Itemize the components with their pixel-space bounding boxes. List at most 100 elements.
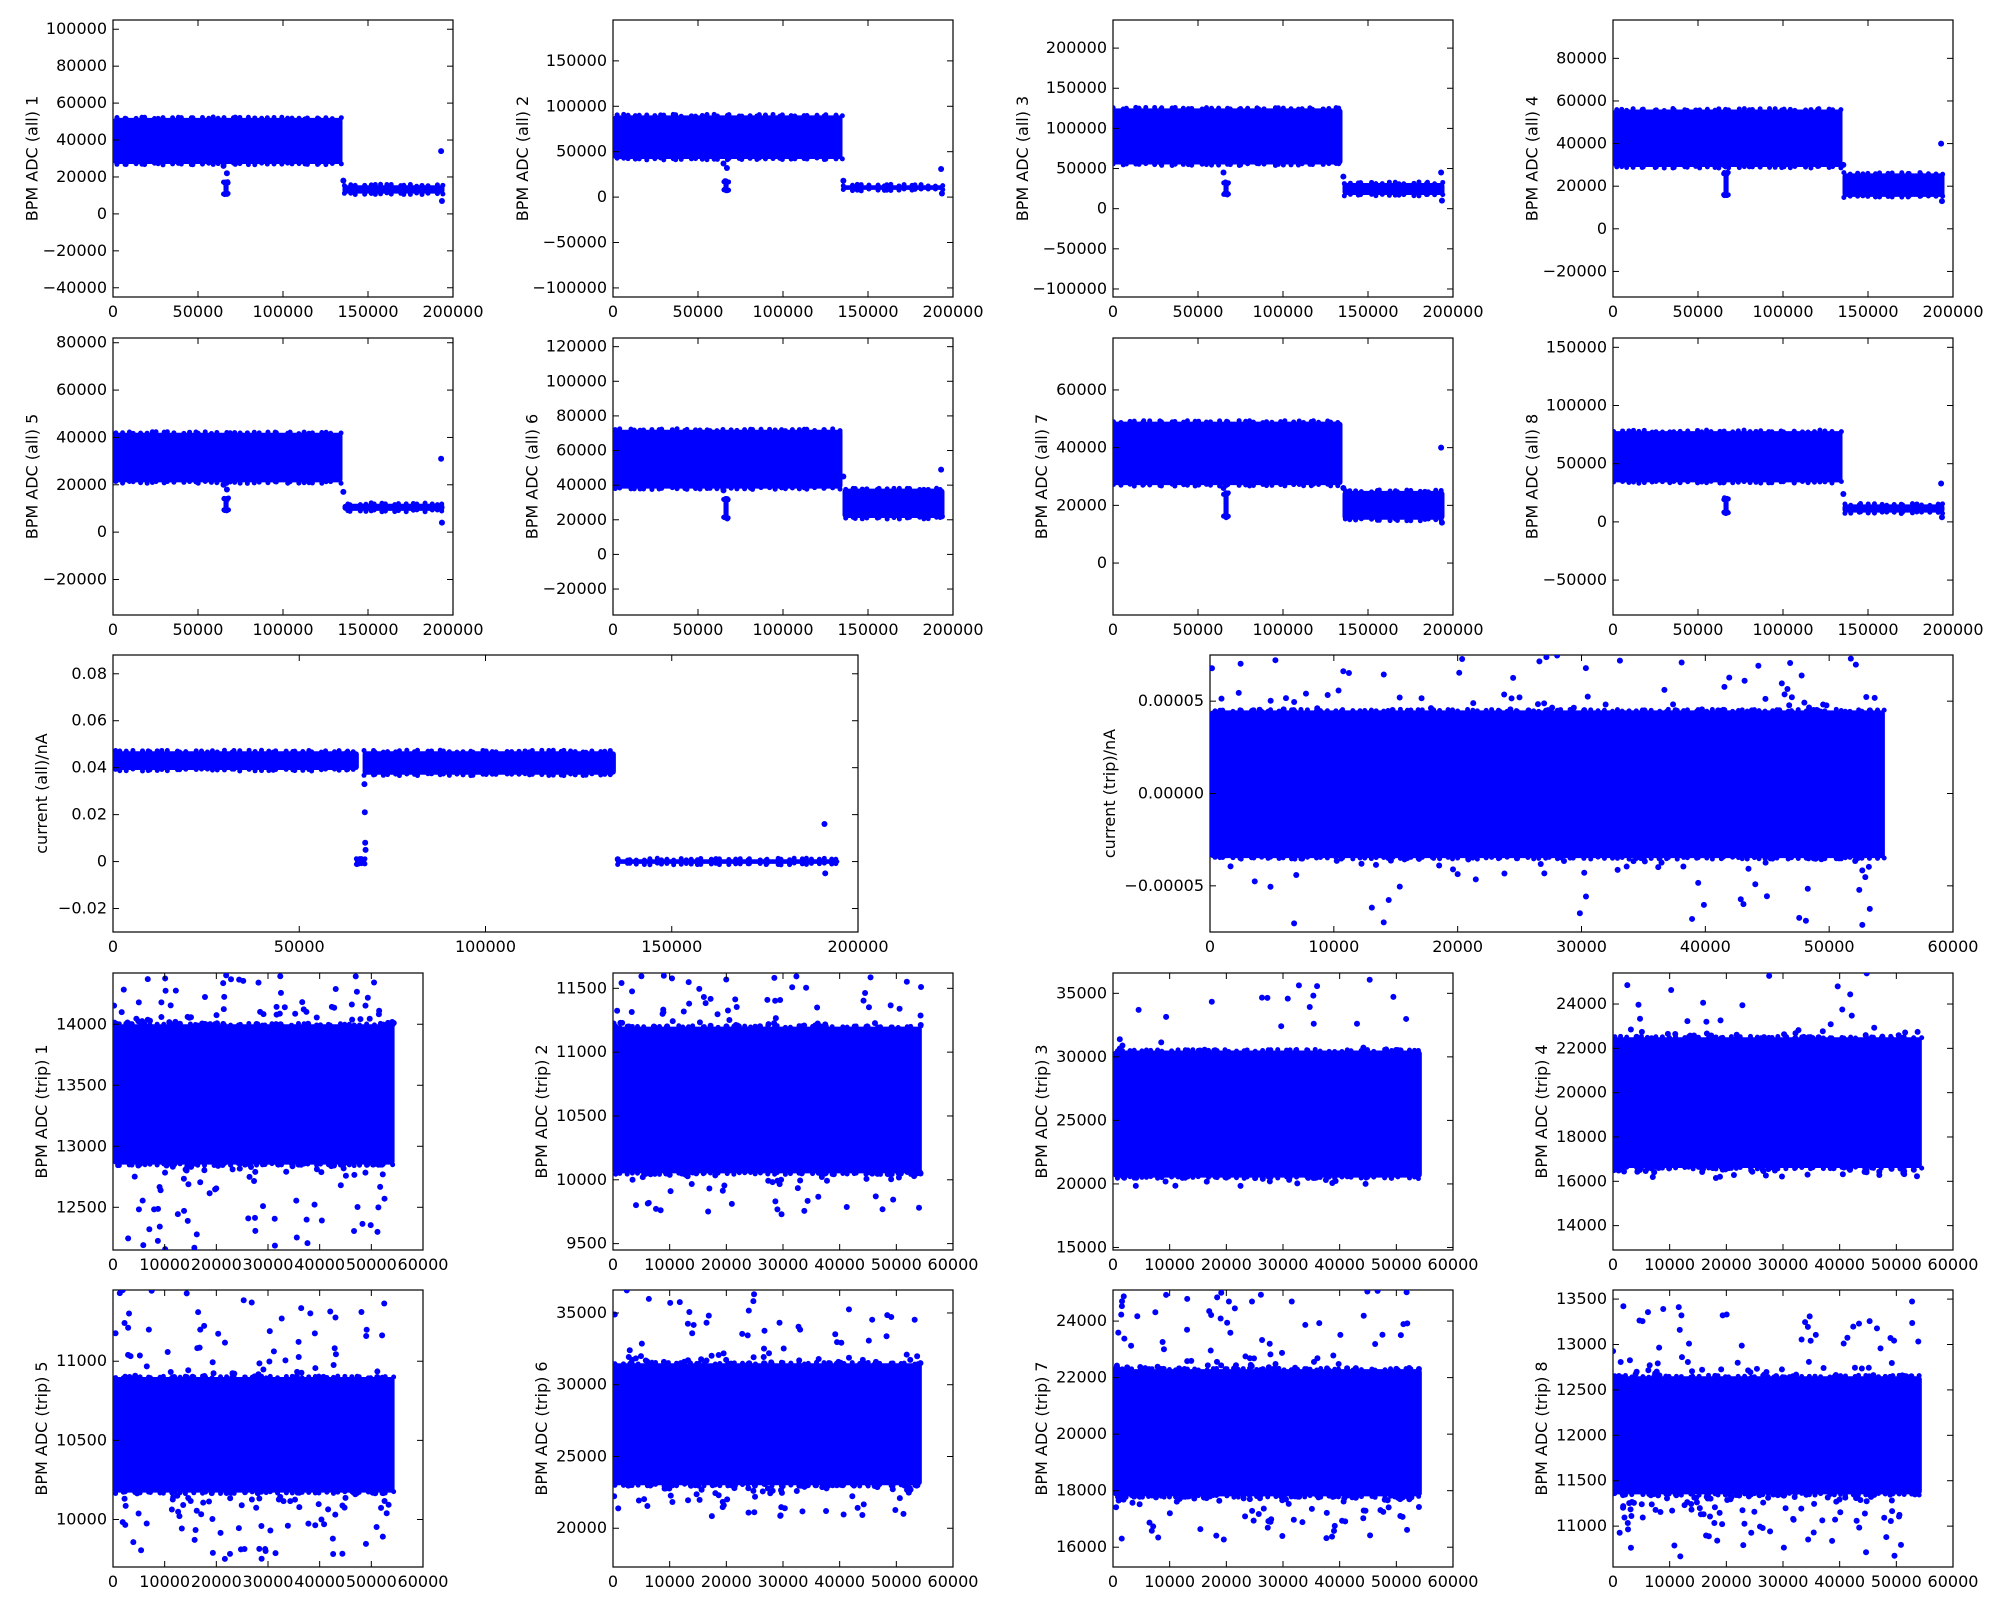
data-point: [201, 1167, 208, 1174]
data-point: [641, 427, 647, 433]
data-point: [1245, 105, 1251, 111]
data-point: [275, 1375, 281, 1381]
data-point: [304, 161, 310, 167]
data-point: [1782, 1374, 1788, 1380]
y-axis-label: BPM ADC (trip) 3: [1032, 1044, 1051, 1178]
data-point: [637, 427, 643, 433]
data-point: [779, 427, 785, 433]
data-point: [715, 1024, 721, 1030]
data-point: [301, 480, 307, 486]
data-point: [1851, 1364, 1858, 1371]
data-point: [1293, 872, 1300, 879]
data-point: [1641, 480, 1647, 486]
data-point: [425, 771, 431, 777]
data-point: [429, 501, 435, 507]
data-point: [1340, 1498, 1347, 1505]
data-point: [164, 479, 170, 485]
data-point: [1381, 708, 1387, 714]
data-point: [872, 1193, 879, 1200]
data-point: [1508, 695, 1515, 702]
data-point: [709, 1482, 716, 1489]
x-tick-label: 150000: [837, 620, 898, 639]
data-point: [509, 771, 515, 777]
data-point: [686, 1000, 693, 1007]
data-point: [1781, 1031, 1788, 1038]
data-point: [787, 862, 793, 868]
data-point: [1802, 1319, 1809, 1326]
y-tick-label: 9500: [566, 1234, 607, 1253]
data-point: [1792, 1030, 1799, 1037]
data-point: [725, 515, 731, 521]
data-point: [1483, 855, 1489, 861]
data-point: [1386, 192, 1392, 198]
data-point: [1763, 893, 1770, 900]
x-tick-label: 200000: [1422, 302, 1483, 321]
y-tick-label: 40000: [1556, 134, 1607, 153]
data-point: [1148, 1174, 1154, 1180]
data-point: [1152, 1309, 1159, 1316]
data-point: [403, 501, 409, 507]
y-tick-label: 10500: [56, 1430, 107, 1449]
data-point: [183, 1374, 190, 1381]
data-point: [649, 486, 655, 492]
data-point: [756, 155, 762, 161]
data-point: [280, 1498, 287, 1505]
data-point: [1270, 1366, 1277, 1373]
data-point: [1735, 708, 1741, 714]
data-point: [1915, 1338, 1922, 1345]
data-point: [380, 772, 386, 778]
data-point: [237, 430, 243, 436]
data-point: [439, 501, 445, 507]
data-point: [176, 1020, 183, 1027]
data-point: [1805, 480, 1811, 486]
data-point: [1741, 1520, 1748, 1527]
data-point: [1497, 708, 1503, 714]
data-band: [113, 1377, 395, 1493]
data-point: [1333, 857, 1340, 864]
data-point: [1425, 489, 1431, 495]
data-point: [1742, 1373, 1748, 1379]
x-tick-label: 150000: [1337, 620, 1398, 639]
y-tick-label: 100000: [546, 371, 607, 390]
data-point: [312, 1365, 319, 1372]
data-point: [631, 486, 637, 492]
data-point: [221, 993, 228, 1000]
data-point: [688, 1482, 695, 1489]
data-point: [264, 115, 270, 121]
data-point: [1763, 1369, 1770, 1376]
data-point: [1806, 1373, 1812, 1379]
data-point: [1919, 509, 1925, 515]
data-point: [323, 748, 329, 754]
data-point: [1649, 429, 1655, 435]
data-point: [1240, 1495, 1247, 1502]
data-point: [1767, 1528, 1774, 1535]
data-point: [1207, 1347, 1214, 1354]
data-point: [1324, 692, 1331, 699]
data-point: [1537, 861, 1544, 868]
data-point: [529, 747, 535, 753]
data-point: [296, 161, 302, 167]
data-point: [1758, 480, 1764, 486]
data-point: [690, 1023, 696, 1029]
data-point: [1888, 1165, 1895, 1172]
data-point: [726, 857, 732, 863]
data-point: [116, 1162, 122, 1168]
data-point: [1657, 708, 1663, 714]
data-point: [1440, 192, 1446, 198]
data-point: [887, 1002, 894, 1009]
data-point: [1616, 1529, 1623, 1536]
data-point: [1735, 1373, 1741, 1379]
data-point: [884, 187, 890, 193]
data-point: [263, 1490, 269, 1496]
data-point: [568, 771, 574, 777]
data-point: [858, 188, 864, 194]
data-point: [765, 1177, 772, 1184]
y-tick-label: 11500: [1556, 1471, 1607, 1490]
y-tick-label: 120000: [546, 337, 607, 356]
data-point: [362, 1540, 369, 1547]
data-point: [1810, 1165, 1816, 1171]
data-point: [1347, 517, 1353, 523]
data-point: [787, 1171, 793, 1177]
data-point: [647, 856, 653, 862]
data-point: [1829, 429, 1835, 435]
